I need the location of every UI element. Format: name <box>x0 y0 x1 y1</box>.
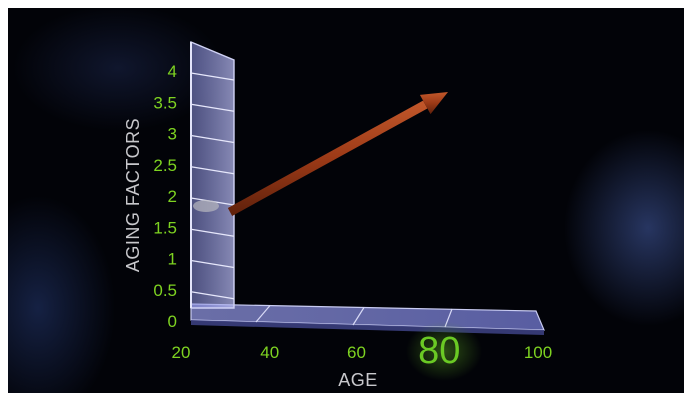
y-tick-label: 2 <box>168 187 177 206</box>
y-tick-label: 1.5 <box>153 218 177 237</box>
wall-gridlines <box>190 72 235 300</box>
y-tick-label: 0 <box>168 312 177 331</box>
trend-arrow <box>227 92 448 216</box>
highlight-glow <box>406 321 482 381</box>
wall-gridline <box>190 166 235 175</box>
wall-gridline <box>190 134 235 144</box>
wall-gridline <box>190 103 235 112</box>
wall-gridline <box>190 72 235 81</box>
wall-gridline <box>190 291 235 300</box>
x-tick-label: 20 <box>172 343 191 362</box>
x-axis-ticks: 20 40 60 80 100 <box>172 330 553 372</box>
y-tick-label: 1 <box>168 250 177 269</box>
aging-factors-chart: 0 0.5 1 1.5 2 2.5 3 3.5 4 20 40 60 80 100 AGING FACT… <box>123 40 553 390</box>
y-tick-label: 2.5 <box>153 156 177 175</box>
chart-scene: 0 0.5 1 1.5 2 2.5 3 3.5 4 20 40 60 80 100 AGING FACT… <box>8 8 684 393</box>
x-tick-label: 100 <box>524 343 552 362</box>
y-tick-label: 3.5 <box>153 93 177 112</box>
wall-panel <box>190 40 235 309</box>
y-tick-label: 4 <box>168 62 177 81</box>
y-tick-label: 3 <box>168 125 177 144</box>
x-tick-label: 60 <box>347 343 366 362</box>
y-axis-label: AGING FACTORS <box>123 118 143 272</box>
arrow-start-marker <box>193 200 219 212</box>
x-tick-label-highlighted: 80 <box>418 330 460 372</box>
y-axis-ticks: 0 0.5 1 1.5 2 2.5 3 3.5 4 <box>153 62 177 331</box>
wall-gridline <box>190 228 235 237</box>
wall-gridline <box>190 259 235 269</box>
floor-panel <box>190 303 545 335</box>
x-tick-label: 40 <box>260 343 279 362</box>
x-axis-label: AGE <box>338 370 378 390</box>
y-tick-label: 0.5 <box>153 281 177 300</box>
